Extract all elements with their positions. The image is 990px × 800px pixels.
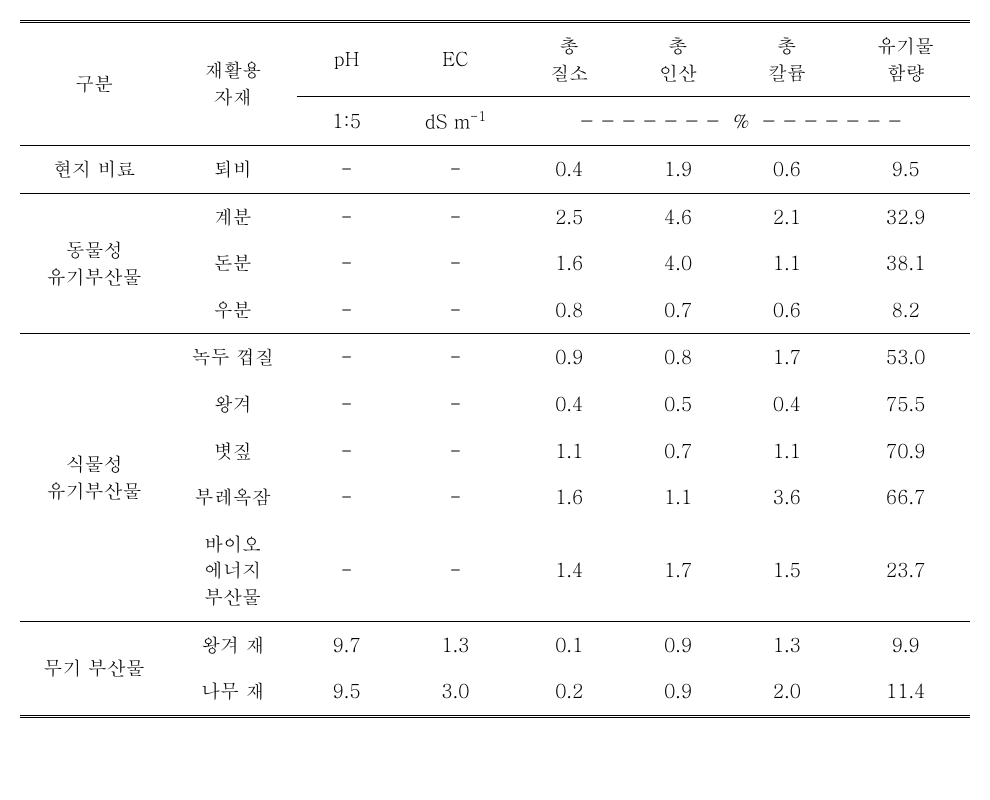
data-table: 구분 재활용자재 pH EC 총질소 총인산 총칼륨 유기물함량 1:5 dS …: [20, 20, 970, 718]
ph-cell: -: [297, 146, 396, 194]
ec-cell: -: [396, 193, 515, 240]
ph-cell: -: [297, 240, 396, 287]
om-cell: 32.9: [841, 193, 970, 240]
material-cell: 돈분: [168, 240, 297, 287]
ec-cell: -: [396, 428, 515, 475]
table-row: 식물성유기부산물 녹두 껍질 - - 0.9 0.8 1.7 53.0: [20, 334, 970, 381]
n-cell: 1.4: [515, 521, 624, 621]
subheader-pct: －－－－－－－ % －－－－－－－: [515, 97, 970, 146]
ec-cell: -: [396, 334, 515, 381]
k-cell: 2.0: [732, 668, 841, 716]
material-cell: 왕겨: [168, 381, 297, 428]
om-cell: 23.7: [841, 521, 970, 621]
category-cell: 동물성유기부산물: [20, 193, 168, 334]
p-cell: 0.9: [624, 668, 733, 716]
om-cell: 9.5: [841, 146, 970, 194]
material-cell: 바이오에너지부산물: [168, 521, 297, 621]
k-cell: 1.5: [732, 521, 841, 621]
k-cell: 1.3: [732, 621, 841, 668]
material-cell: 계분: [168, 193, 297, 240]
ec-cell: 3.0: [396, 668, 515, 716]
p-cell: 1.7: [624, 521, 733, 621]
om-cell: 8.2: [841, 287, 970, 334]
p-cell: 0.5: [624, 381, 733, 428]
material-cell: 부레옥잠: [168, 474, 297, 521]
table-body: 현지 비료 퇴비 - - 0.4 1.9 0.6 9.5 동물성유기부산물 계분…: [20, 146, 970, 717]
n-cell: 2.5: [515, 193, 624, 240]
om-cell: 70.9: [841, 428, 970, 475]
table-row: 현지 비료 퇴비 - - 0.4 1.9 0.6 9.5: [20, 146, 970, 194]
p-cell: 0.9: [624, 621, 733, 668]
table-row: 무기 부산물 왕겨 재 9.7 1.3 0.1 0.9 1.3 9.9: [20, 621, 970, 668]
ec-cell: -: [396, 381, 515, 428]
ec-cell: -: [396, 287, 515, 334]
n-cell: 0.1: [515, 621, 624, 668]
ph-cell: -: [297, 334, 396, 381]
p-cell: 1.9: [624, 146, 733, 194]
p-cell: 0.7: [624, 428, 733, 475]
k-cell: 1.7: [732, 334, 841, 381]
p-cell: 4.0: [624, 240, 733, 287]
om-cell: 11.4: [841, 668, 970, 716]
k-cell: 0.6: [732, 146, 841, 194]
material-cell: 녹두 껍질: [168, 334, 297, 381]
category-cell: 식물성유기부산물: [20, 334, 168, 621]
ph-cell: -: [297, 381, 396, 428]
material-cell: 왕겨 재: [168, 621, 297, 668]
p-cell: 4.6: [624, 193, 733, 240]
header-om: 유기물함량: [841, 22, 970, 97]
n-cell: 1.6: [515, 240, 624, 287]
k-cell: 0.6: [732, 287, 841, 334]
k-cell: 3.6: [732, 474, 841, 521]
n-cell: 1.1: [515, 428, 624, 475]
p-cell: 0.8: [624, 334, 733, 381]
n-cell: 0.8: [515, 287, 624, 334]
header-material: 재활용자재: [168, 22, 297, 146]
ec-cell: 1.3: [396, 621, 515, 668]
material-cell: 우분: [168, 287, 297, 334]
p-cell: 0.7: [624, 287, 733, 334]
subheader-ec: dS m-1: [396, 97, 515, 146]
om-cell: 53.0: [841, 334, 970, 381]
k-cell: 0.4: [732, 381, 841, 428]
ph-cell: 9.7: [297, 621, 396, 668]
ph-cell: -: [297, 193, 396, 240]
n-cell: 0.4: [515, 381, 624, 428]
n-cell: 0.9: [515, 334, 624, 381]
header-k: 총칼륨: [732, 22, 841, 97]
table-header: 구분 재활용자재 pH EC 총질소 총인산 총칼륨 유기물함량 1:5 dS …: [20, 22, 970, 146]
ph-cell: 9.5: [297, 668, 396, 716]
ph-cell: -: [297, 474, 396, 521]
ec-cell: -: [396, 146, 515, 194]
ph-cell: -: [297, 287, 396, 334]
ec-cell: -: [396, 240, 515, 287]
header-n: 총질소: [515, 22, 624, 97]
k-cell: 1.1: [732, 428, 841, 475]
om-cell: 9.9: [841, 621, 970, 668]
header-ec: EC: [396, 22, 515, 97]
om-cell: 38.1: [841, 240, 970, 287]
n-cell: 0.4: [515, 146, 624, 194]
header-ph: pH: [297, 22, 396, 97]
material-cell: 퇴비: [168, 146, 297, 194]
ec-cell: -: [396, 474, 515, 521]
ph-cell: -: [297, 428, 396, 475]
k-cell: 1.1: [732, 240, 841, 287]
n-cell: 0.2: [515, 668, 624, 716]
category-cell: 무기 부산물: [20, 621, 168, 716]
ec-cell: -: [396, 521, 515, 621]
material-cell: 나무 재: [168, 668, 297, 716]
om-cell: 66.7: [841, 474, 970, 521]
om-cell: 75.5: [841, 381, 970, 428]
header-category: 구분: [20, 22, 168, 146]
ph-cell: -: [297, 521, 396, 621]
material-cell: 볏짚: [168, 428, 297, 475]
n-cell: 1.6: [515, 474, 624, 521]
category-cell: 현지 비료: [20, 146, 168, 194]
k-cell: 2.1: [732, 193, 841, 240]
subheader-ph: 1:5: [297, 97, 396, 146]
p-cell: 1.1: [624, 474, 733, 521]
table-row: 동물성유기부산물 계분 - - 2.5 4.6 2.1 32.9: [20, 193, 970, 240]
header-p: 총인산: [624, 22, 733, 97]
